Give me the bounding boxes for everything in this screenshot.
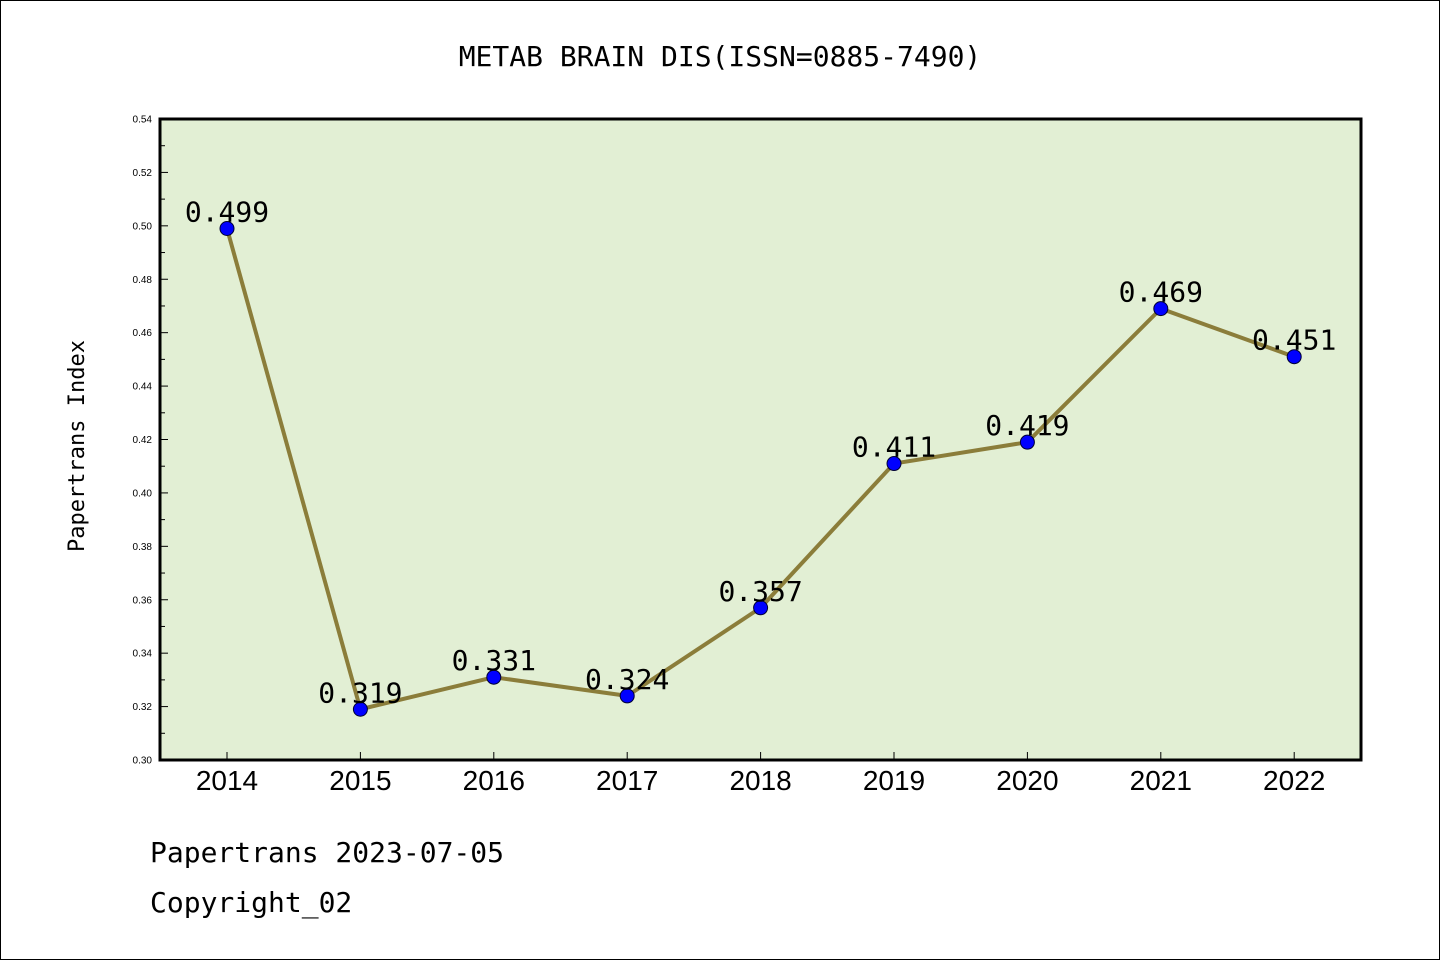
data-point	[753, 600, 769, 616]
y-tick-label: 0.32	[133, 702, 153, 713]
x-tick-label: 2019	[863, 765, 925, 796]
y-tick-label: 0.44	[133, 382, 153, 393]
data-label: 0.319	[318, 676, 402, 709]
data-label: 0.419	[985, 409, 1069, 442]
x-tick-label: 2016	[463, 765, 525, 796]
y-tick-label: 0.54	[133, 115, 153, 126]
y-axis-label: Papertrans Index	[65, 340, 90, 552]
x-tick-label: 2018	[729, 765, 791, 796]
data-point	[352, 701, 368, 717]
x-tick-label: 2015	[329, 765, 391, 796]
y-tick-label: 0.42	[133, 435, 153, 446]
plot-border	[158, 117, 1363, 762]
data-label: 0.357	[718, 575, 802, 608]
y-tick-label: 0.36	[133, 595, 153, 606]
data-labels: 0.499 0.319 0.331 0.324 0.357 0.411 0.419 0.469…	[185, 196, 1336, 710]
data-label: 0.451	[1252, 324, 1336, 357]
data-point	[219, 221, 235, 237]
data-label: 0.331	[452, 644, 536, 677]
data-label: 0.499	[185, 196, 269, 229]
data-point	[619, 688, 635, 704]
data-point	[486, 669, 502, 685]
y-tick-label: 0.40	[133, 488, 153, 499]
y-tick-label: 0.50	[133, 221, 153, 232]
y-tick-label: 0.30	[133, 756, 153, 767]
data-label: 0.411	[852, 431, 936, 464]
data-point	[1019, 434, 1035, 450]
y-tick-label: 0.52	[133, 168, 153, 179]
data-points	[219, 221, 1302, 717]
footer-copyright: Copyright_02	[150, 886, 353, 919]
data-point	[886, 456, 902, 472]
y-tick-label: 0.48	[133, 275, 153, 286]
data-label: 0.469	[1119, 276, 1203, 309]
x-tick-label: 2017	[596, 765, 658, 796]
y-tick-label: 0.46	[133, 328, 153, 339]
x-tick-label: 2014	[196, 765, 258, 796]
data-point	[1153, 301, 1169, 317]
x-tick-label: 2021	[1130, 765, 1192, 796]
x-tick-label: 2022	[1263, 765, 1325, 796]
y-tick-label: 0.34	[133, 649, 153, 660]
footer-source: Papertrans 2023-07-05	[150, 836, 505, 869]
y-tick-label: 0.38	[133, 542, 153, 553]
x-tick-label: 2020	[996, 765, 1058, 796]
y-axis: 0.30 0.32 0.34 0.36 0.38 0.40 0.42 0.44 0.46 0.48…	[133, 115, 168, 767]
plot-area	[160, 119, 1361, 760]
chart-title: METAB BRAIN DIS(ISSN=0885-7490)	[459, 40, 982, 73]
x-axis: 2014 2015 2016 2017 2018 2019 2020 2021 2022	[196, 752, 1325, 796]
data-point	[1286, 349, 1302, 365]
data-label: 0.324	[585, 663, 669, 696]
